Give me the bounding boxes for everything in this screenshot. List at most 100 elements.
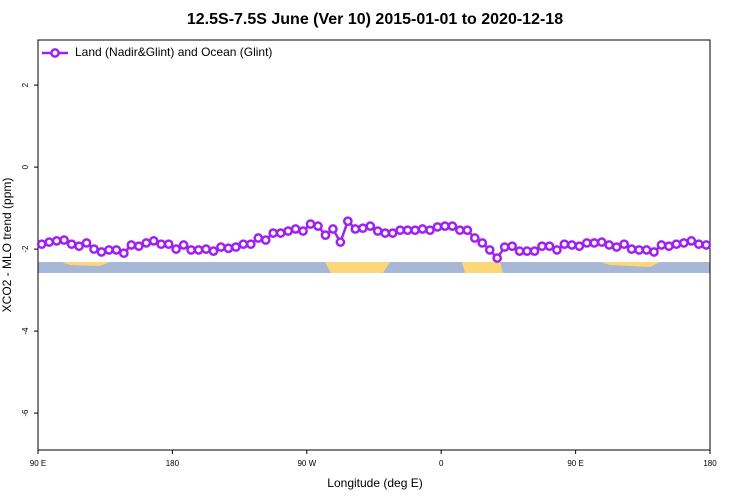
data-point (201, 244, 211, 254)
data-point (395, 225, 405, 236)
land-ocean-strip (38, 262, 710, 273)
data-point (126, 240, 137, 250)
data-point (664, 241, 674, 252)
data-point (462, 225, 473, 236)
data-point (425, 225, 435, 236)
data-point (51, 236, 62, 246)
data-point (544, 241, 555, 252)
legend-marker (50, 48, 60, 58)
data-point (253, 233, 264, 243)
data-point (492, 253, 503, 263)
data-point (686, 236, 697, 246)
data-point (522, 246, 532, 256)
data-point (574, 241, 585, 252)
y-tick-label: 0 (21, 164, 30, 169)
x-tick-label: 180 (703, 459, 717, 468)
data-point (380, 228, 391, 238)
x-tick-label: 180 (166, 459, 180, 468)
data-point (283, 226, 293, 236)
data-point (634, 245, 644, 255)
data-point (350, 224, 361, 234)
y-tick-label: -2 (21, 245, 30, 253)
data-point (335, 237, 346, 247)
data-point (104, 245, 114, 255)
data-point (66, 239, 77, 250)
data-point (320, 230, 331, 241)
data-point (432, 222, 443, 232)
data-point (656, 240, 667, 250)
y-tick-label: -4 (21, 327, 30, 335)
data-point (499, 242, 510, 252)
data-point (641, 245, 652, 255)
data-point (186, 245, 196, 255)
data-point (36, 239, 47, 250)
data-point (89, 244, 99, 254)
data-point (275, 228, 286, 238)
y-axis-label: XCO2 - MLO trend (ppm) (0, 178, 14, 313)
data-point (268, 228, 279, 238)
data-point (298, 226, 308, 236)
data-point (701, 240, 712, 250)
data-point (671, 239, 682, 250)
data-point (693, 239, 704, 250)
data-point (529, 246, 540, 256)
data-point (223, 243, 234, 254)
data-point (133, 241, 144, 252)
data-point (141, 238, 152, 248)
data-point (119, 248, 129, 259)
data-point (402, 225, 413, 236)
data-point (679, 238, 689, 248)
data-point (171, 244, 181, 254)
data-point (410, 225, 420, 236)
data-point (455, 225, 465, 236)
chart-title: 12.5S-7.5S June (Ver 10) 2015-01-01 to 2… (187, 11, 563, 28)
legend-label: Land (Nadir&Glint) and Ocean (Glint) (75, 45, 272, 59)
data-point (216, 242, 226, 252)
data-point (208, 246, 219, 256)
data-point (589, 238, 600, 248)
data-point (357, 223, 368, 234)
x-tick-label: 90 E (30, 459, 46, 468)
data-point (387, 228, 398, 238)
data-point (231, 242, 241, 252)
data-point (619, 239, 629, 250)
data-point (581, 238, 592, 248)
data-point (567, 240, 577, 250)
x-tick-label: 90 E (567, 459, 583, 468)
data-point (552, 245, 562, 255)
data-point (111, 245, 122, 255)
data-point (417, 224, 428, 234)
data-point (477, 238, 488, 248)
x-tick-label: 90 W (297, 459, 316, 468)
data-point (514, 246, 525, 256)
data-point (148, 236, 159, 246)
data-point (611, 242, 622, 252)
x-tick-label: 0 (439, 459, 444, 468)
data-point (313, 221, 323, 231)
data-point (193, 245, 204, 255)
data-point (484, 245, 495, 255)
data-point (507, 241, 517, 252)
data-point (81, 238, 92, 248)
data-point (245, 239, 256, 250)
data-point (372, 226, 383, 236)
data-point (74, 241, 84, 252)
data-point (537, 241, 547, 252)
data-point (178, 240, 189, 250)
data-point (343, 216, 353, 227)
data-point (469, 233, 480, 243)
data-point (440, 221, 450, 231)
data-point (559, 239, 570, 250)
y-tick-label: -6 (21, 409, 30, 417)
data-point (305, 219, 316, 229)
data-point (290, 224, 301, 234)
data-point (604, 240, 615, 250)
data-point (163, 239, 174, 250)
data-point (447, 221, 458, 231)
data-point (328, 224, 338, 234)
y-tick-label: 2 (21, 82, 30, 87)
data-point (365, 221, 376, 231)
data-point (96, 247, 107, 257)
data-point (156, 239, 167, 250)
